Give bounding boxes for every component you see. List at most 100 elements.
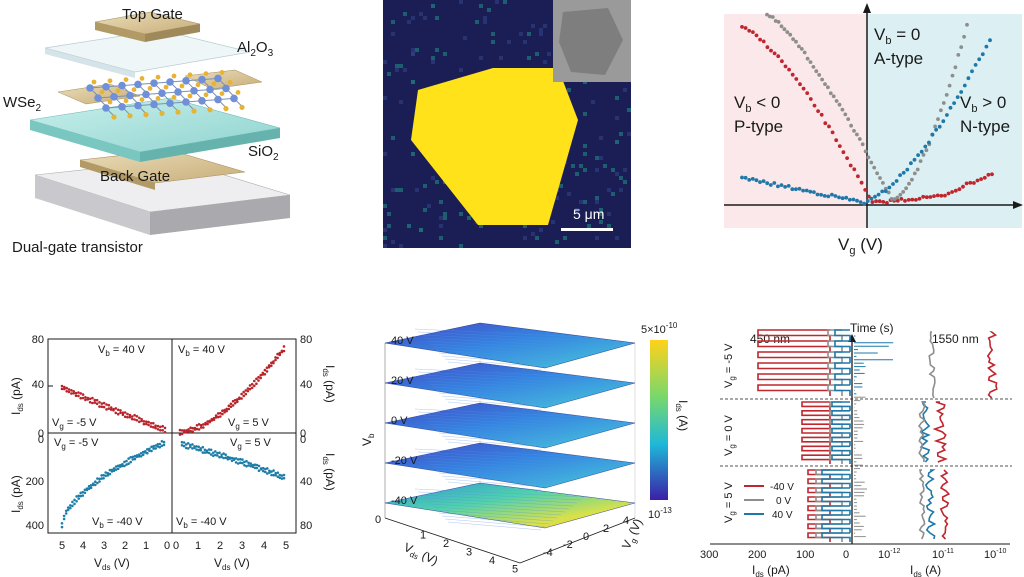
iv-point-q4 (236, 462, 240, 465)
iv-point-q1 (84, 398, 87, 402)
q4-vb: Vb = -40 V (176, 516, 227, 530)
n-type-point (988, 38, 992, 43)
iv-point-q1 (70, 389, 73, 392)
iv-point-q2 (244, 389, 248, 392)
noise-pixel (567, 88, 571, 92)
iv-point-q1 (138, 416, 141, 420)
noise-pixel (615, 96, 619, 100)
p-type-point (953, 188, 958, 193)
iv-point-q1 (93, 398, 97, 402)
iv-point-q1 (63, 385, 66, 389)
iv-point-q1 (140, 417, 143, 421)
noise-pixel (439, 236, 443, 240)
iv-point-q1 (77, 391, 80, 394)
iv-point-q3 (77, 494, 80, 498)
iv-point-q4 (186, 442, 190, 445)
iv-point-q4 (243, 460, 246, 464)
se-atom (211, 81, 217, 86)
iv-point-q1 (149, 425, 153, 428)
iv-point-q3 (148, 449, 151, 452)
iv-point-q4 (257, 469, 261, 472)
iv-point-q4 (224, 456, 227, 460)
transfer-curves-panel: Vb < 0 P-type Vb = 0 A-type Vb > 0 N-typ… (722, 0, 1024, 260)
iv-xlabel-right: Vds (V) (214, 556, 250, 572)
iv-point-q3 (146, 448, 149, 451)
plane-texture (420, 454, 578, 464)
noise-pixel (599, 208, 603, 212)
iv-point-q4 (180, 444, 184, 447)
noise-pixel (399, 244, 403, 248)
iv-point-q3 (150, 445, 153, 449)
se-atom (107, 99, 113, 105)
noise-pixel (431, 60, 435, 64)
iv-point-q4 (195, 448, 198, 451)
a-type-point (857, 137, 862, 141)
scale-bar (561, 228, 613, 231)
a-type-point (808, 60, 813, 64)
se-atom (203, 92, 209, 98)
n-type-point (923, 144, 928, 149)
a-type-point (852, 129, 856, 133)
plane-texture (426, 420, 570, 430)
p-type-point (754, 33, 759, 38)
w-atom (214, 95, 222, 104)
noise-pixel (383, 228, 387, 232)
noise-pixel (623, 180, 627, 184)
noise-pixel (439, 200, 443, 204)
iv-point-q4 (182, 441, 186, 444)
a-type-point (820, 77, 824, 82)
a-type-point (875, 171, 879, 176)
noise-pixel (419, 12, 423, 16)
a-type-point (811, 65, 816, 69)
noise-pixel (623, 88, 627, 92)
noise-pixel (415, 188, 419, 192)
iv-point-q3 (106, 474, 110, 477)
a-type-point (872, 165, 877, 170)
iv-point-q2 (270, 364, 273, 367)
iv-left-tick: 40 (32, 379, 44, 391)
n-type-point (772, 181, 777, 185)
iv-point-q2 (214, 416, 218, 419)
iv-point-q1 (95, 398, 99, 402)
w-atom (214, 74, 222, 83)
p-type-point (877, 199, 882, 204)
iv-point-q2 (195, 424, 199, 427)
a-type-point (831, 94, 836, 99)
iv-point-q2 (236, 400, 239, 403)
p-type-point (823, 121, 828, 126)
iv-point-q1 (116, 408, 120, 412)
iv-point-q2 (206, 422, 209, 426)
iv-point-q1 (121, 413, 125, 416)
iv-point-q2 (206, 420, 209, 423)
xr-tick-2: 10-11 (932, 548, 954, 561)
plane-texture (447, 521, 542, 531)
iv-point-q3 (60, 525, 64, 529)
p-type-point (899, 197, 904, 201)
iv-ylabel-left-top: Ids (pA) (9, 377, 25, 415)
q3-vg: Vg = -5 V (54, 437, 99, 451)
iv-point-q2 (233, 401, 237, 405)
iv-point-q4 (224, 453, 227, 456)
p-type-point (972, 181, 976, 185)
iv-right-tick: 0 (300, 434, 306, 446)
trace-450-neg40-row3 (807, 469, 831, 542)
n-type-point (819, 192, 823, 197)
noise-pixel (583, 200, 587, 204)
iv-point-q3 (131, 458, 135, 461)
trace-1550-0-row1 (928, 331, 936, 399)
plane-texture (441, 355, 550, 365)
iv-left-tick: 0 (38, 428, 44, 440)
n-type-point (955, 95, 960, 99)
trace-1550-neg40-row1 (986, 331, 998, 399)
iv-right-tick: 40 (300, 379, 312, 391)
iv-point-q3 (158, 445, 162, 449)
p-type-point (751, 30, 755, 34)
iv-point-q1 (91, 396, 94, 400)
n-type-point (790, 187, 795, 192)
p-type-region (724, 14, 867, 228)
n-type-point (898, 173, 902, 178)
wse2-label: WSe2 (3, 94, 42, 114)
w-atom (118, 103, 126, 111)
plane-texture (423, 377, 574, 387)
iv-point-q2 (242, 390, 245, 394)
